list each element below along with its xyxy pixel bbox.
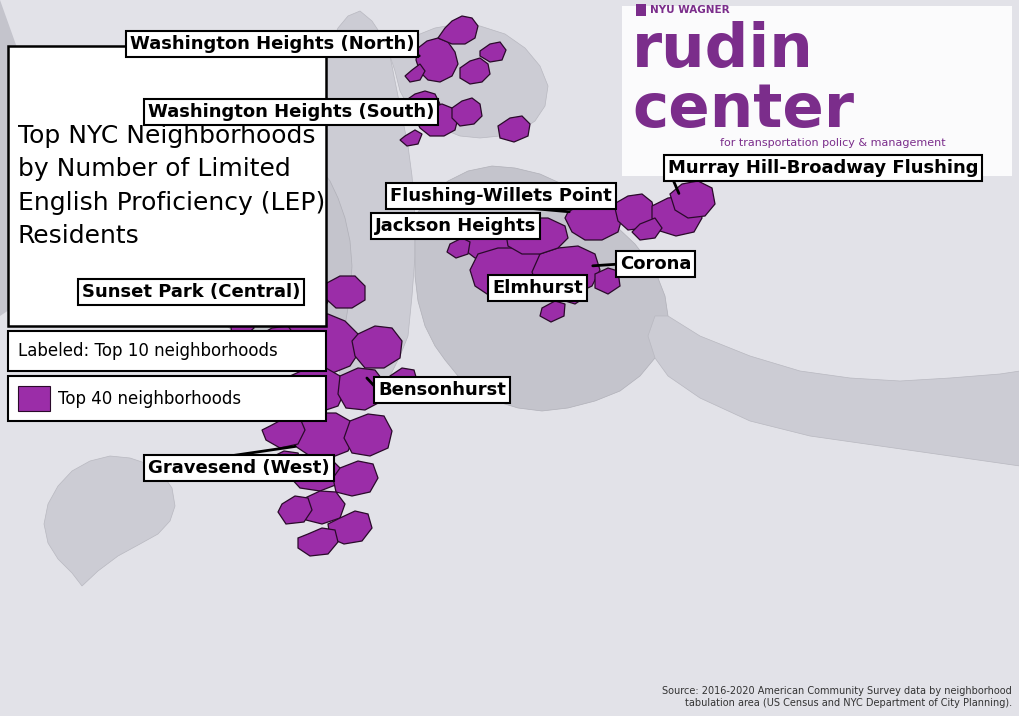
Text: Elmhurst: Elmhurst	[491, 279, 582, 297]
Polygon shape	[405, 91, 439, 111]
Polygon shape	[405, 64, 425, 82]
Text: Flushing-Willets Point: Flushing-Willets Point	[389, 187, 611, 205]
Polygon shape	[632, 218, 661, 240]
Text: Corona: Corona	[620, 255, 691, 273]
Text: for transportation policy & management: for transportation policy & management	[719, 138, 945, 148]
Text: Source: 2016-2020 American Community Survey data by neighborhood
tabulation area: Source: 2016-2020 American Community Sur…	[661, 687, 1011, 708]
Polygon shape	[594, 268, 620, 294]
Polygon shape	[325, 276, 365, 308]
Polygon shape	[0, 0, 60, 316]
Polygon shape	[229, 314, 254, 336]
Polygon shape	[318, 11, 415, 391]
Text: Washington Heights (North): Washington Heights (North)	[129, 35, 414, 53]
Polygon shape	[205, 154, 352, 376]
Text: Jackson Heights: Jackson Heights	[375, 217, 536, 235]
Text: Top 40 neighborhoods: Top 40 neighborhoods	[58, 390, 240, 408]
Polygon shape	[262, 378, 294, 404]
Polygon shape	[343, 414, 391, 456]
Polygon shape	[446, 238, 470, 258]
Text: rudin: rudin	[632, 21, 813, 80]
Polygon shape	[532, 246, 599, 296]
FancyBboxPatch shape	[622, 6, 1011, 176]
Polygon shape	[480, 42, 505, 62]
Polygon shape	[399, 130, 422, 146]
FancyBboxPatch shape	[18, 386, 50, 411]
Polygon shape	[460, 58, 489, 84]
Polygon shape	[298, 528, 337, 556]
Text: Murray Hill-Broadway Flushing: Murray Hill-Broadway Flushing	[667, 159, 977, 177]
FancyBboxPatch shape	[636, 4, 645, 16]
Polygon shape	[328, 511, 372, 544]
Text: Labeled: Top 10 neighborhoods: Labeled: Top 10 neighborhoods	[18, 342, 277, 360]
Text: Gravesend (West): Gravesend (West)	[148, 459, 329, 477]
FancyBboxPatch shape	[8, 331, 326, 371]
Polygon shape	[252, 326, 294, 356]
Polygon shape	[416, 104, 458, 136]
Text: Sunset Park (Central): Sunset Park (Central)	[82, 283, 300, 301]
Polygon shape	[451, 98, 482, 126]
Polygon shape	[669, 181, 714, 218]
Text: Bensonhurst: Bensonhurst	[378, 381, 505, 399]
FancyBboxPatch shape	[8, 376, 326, 421]
Polygon shape	[332, 461, 378, 496]
Polygon shape	[651, 196, 701, 236]
Polygon shape	[280, 276, 330, 318]
Polygon shape	[44, 456, 175, 586]
Polygon shape	[565, 200, 622, 240]
Polygon shape	[647, 316, 1019, 466]
Polygon shape	[437, 16, 478, 44]
Polygon shape	[539, 301, 565, 322]
Polygon shape	[559, 280, 586, 304]
Polygon shape	[415, 166, 667, 411]
Polygon shape	[265, 451, 302, 478]
Polygon shape	[458, 218, 515, 260]
Text: NYU WAGNER: NYU WAGNER	[649, 5, 729, 15]
Polygon shape	[298, 491, 344, 524]
Polygon shape	[505, 218, 568, 254]
Polygon shape	[262, 418, 305, 448]
Polygon shape	[282, 368, 344, 412]
Polygon shape	[337, 368, 384, 410]
Text: Top NYC Neighborhoods
by Number of Limited
English Proficiency (LEP)
Residents: Top NYC Neighborhoods by Number of Limit…	[18, 124, 325, 248]
Polygon shape	[352, 326, 401, 368]
FancyBboxPatch shape	[8, 46, 326, 326]
Polygon shape	[288, 456, 339, 491]
Polygon shape	[416, 38, 458, 82]
Polygon shape	[497, 116, 530, 142]
Polygon shape	[278, 314, 360, 374]
Text: center: center	[632, 81, 853, 140]
Polygon shape	[389, 24, 547, 138]
Polygon shape	[470, 248, 549, 298]
Polygon shape	[613, 194, 654, 230]
Polygon shape	[380, 368, 418, 400]
Text: Washington Heights (South): Washington Heights (South)	[148, 103, 434, 121]
Polygon shape	[262, 288, 294, 314]
Polygon shape	[289, 413, 355, 458]
Polygon shape	[278, 496, 312, 524]
